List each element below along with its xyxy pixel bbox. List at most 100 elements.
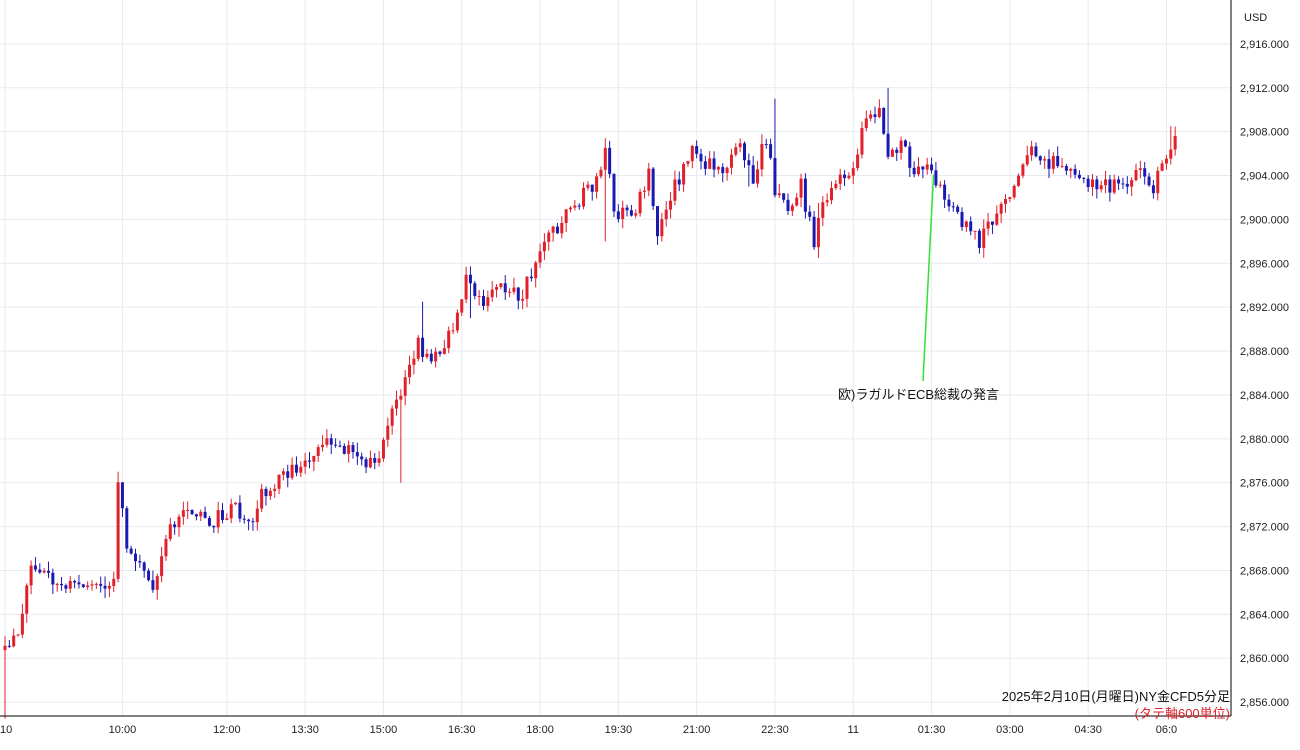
candle-body (847, 175, 851, 179)
candle-body (790, 205, 794, 211)
candle-body (194, 514, 198, 517)
candle-body (47, 570, 50, 573)
candle-body (990, 221, 994, 225)
candle-body (381, 439, 385, 459)
candle-body (181, 510, 185, 517)
candle-body (703, 161, 707, 169)
candle-body (203, 511, 207, 518)
candle-body (599, 169, 603, 177)
candle-body (1043, 159, 1047, 161)
candle-body (468, 274, 472, 284)
candle-body (1117, 179, 1121, 184)
candle-body (455, 312, 459, 331)
candle-body (338, 445, 342, 447)
candle-body (151, 580, 155, 590)
x-tick-label: 10 (0, 724, 12, 736)
candle-body (838, 174, 842, 184)
y-tick-label: 2,864.000 (1240, 609, 1289, 621)
candle-body (303, 460, 307, 467)
candle-body (364, 459, 368, 468)
candle-body (660, 219, 664, 237)
candle-body (908, 146, 912, 168)
candle-body (399, 395, 403, 400)
candle-body (1077, 174, 1081, 179)
candle-body (77, 582, 81, 585)
candle-body (412, 358, 416, 365)
candle-body (1125, 183, 1129, 187)
candle-body (429, 353, 433, 362)
candle-body (360, 456, 364, 460)
candle-body (1147, 176, 1151, 186)
candle-body (1034, 146, 1038, 157)
candle-body (299, 466, 303, 473)
candle-body (869, 114, 873, 119)
candle-body (555, 226, 559, 234)
candle-body (229, 504, 233, 519)
candle-body (851, 168, 855, 176)
candle-body (803, 178, 807, 212)
candle-body (629, 210, 633, 216)
candle-body (234, 502, 238, 505)
candle-body (525, 276, 529, 299)
candle-body (73, 580, 77, 583)
candle-body (403, 377, 407, 396)
candle-body (569, 207, 572, 210)
candle-body (973, 230, 977, 232)
candle-body (682, 163, 686, 185)
candle-body (273, 488, 277, 491)
candle-body (616, 211, 620, 220)
candle-body (460, 299, 464, 313)
candle-body (177, 516, 181, 528)
candle-body (586, 184, 590, 188)
candle-body (155, 576, 159, 590)
candle-body (377, 458, 381, 463)
candle-body (1021, 164, 1025, 176)
candle-body (329, 438, 333, 445)
candle-body (690, 146, 694, 162)
candle-body (464, 274, 468, 300)
candle-body (1082, 178, 1086, 180)
candle-body (60, 583, 64, 586)
candle-body (251, 521, 255, 523)
candle-body (321, 444, 325, 448)
y-tick-label: 2,900.000 (1240, 214, 1289, 226)
candle-body (877, 107, 881, 117)
candle-body (212, 525, 216, 528)
candle-body (81, 584, 85, 588)
annotation-layer (922, 174, 935, 382)
candle-body (12, 635, 16, 647)
candle-body (134, 553, 137, 562)
candle-body (186, 510, 190, 512)
candle-body (434, 351, 438, 362)
candle-body (625, 207, 629, 211)
candle-body (264, 488, 268, 497)
y-tick-label: 2,880.000 (1240, 434, 1289, 446)
x-tick-label: 18:00 (526, 724, 554, 736)
candle-body (120, 482, 124, 509)
x-tick-label: 11 (848, 724, 859, 736)
candle-body (1004, 198, 1007, 204)
candle-body (1095, 179, 1099, 190)
candle-body (1151, 185, 1155, 194)
candle-body (938, 184, 942, 186)
candle-body (529, 276, 533, 279)
candle-body (856, 154, 860, 169)
candle-body (99, 583, 103, 586)
candle-body (477, 296, 481, 298)
candle-body (325, 438, 329, 445)
candle-body (225, 518, 229, 520)
candle-body (86, 585, 90, 588)
candle-body (686, 161, 690, 164)
candle-body (982, 228, 986, 248)
candle-body (255, 508, 259, 523)
candle-body (316, 447, 320, 457)
candle-body (508, 291, 512, 293)
candle-body (551, 226, 555, 233)
candle-body (538, 251, 542, 263)
candle-body (999, 203, 1003, 214)
candle-body (64, 585, 68, 589)
x-axis: 10 10:00 12:00 13:30 15:00 16:30 18:00 19:30 21:… (0, 715, 1231, 736)
candle-body (769, 144, 773, 158)
candle-body (695, 146, 699, 154)
